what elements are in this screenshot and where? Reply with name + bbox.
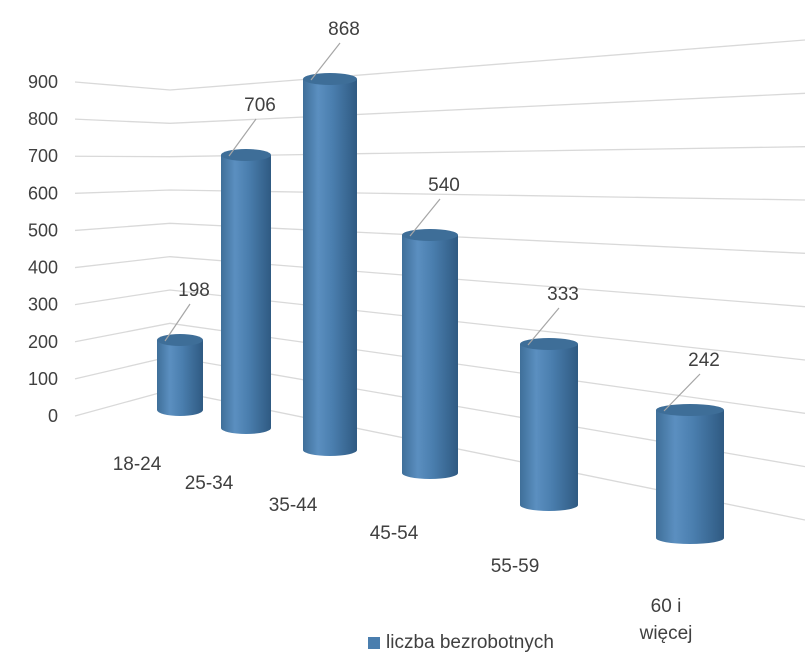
y-tick-label: 100 [28, 369, 58, 389]
x-category-label: 45-54 [370, 523, 419, 544]
data-label: 540 [428, 175, 460, 196]
x-category-label: 55-59 [491, 556, 540, 577]
bar-top [402, 229, 458, 241]
gridline [74, 39, 805, 91]
y-tick-label: 500 [28, 220, 58, 240]
y-axis-ticks: 0 100 200 300 400 500 600 700 800 900 [28, 72, 58, 426]
bar-body [402, 235, 458, 479]
bar: 333 [520, 284, 579, 511]
leader-line [527, 307, 560, 346]
legend-swatch [368, 637, 380, 649]
bar-top [221, 149, 271, 161]
bar-body [221, 155, 271, 434]
legend-label: liczba bezrobotnych [386, 632, 554, 653]
bar-top [656, 404, 724, 416]
y-tick-label: 0 [48, 406, 58, 426]
bar: 540 [402, 175, 460, 479]
y-tick-label: 300 [28, 295, 58, 315]
gridline [74, 146, 805, 158]
bar-top [303, 73, 357, 85]
gridline [74, 256, 805, 308]
bar-body [520, 344, 578, 511]
bar: 242 [656, 350, 724, 544]
leader-line [310, 42, 341, 81]
x-axis-categories: 18-24 25-34 35-44 45-54 55-59 60 i więcej [113, 454, 693, 644]
gridline [74, 222, 805, 254]
y-tick-label: 700 [28, 146, 58, 166]
x-category-label: 60 i więcej [639, 596, 693, 644]
gridline [74, 92, 805, 124]
bar: 198 [157, 280, 210, 416]
leader-line [228, 118, 257, 157]
leader-line [409, 198, 441, 237]
x-category-label: 25-34 [185, 473, 234, 494]
y-tick-label: 600 [28, 183, 58, 203]
x-category-label: 35-44 [269, 495, 318, 516]
data-label: 198 [178, 280, 210, 301]
x-category-label: 18-24 [113, 454, 162, 475]
leader-line [663, 373, 701, 412]
data-label: 333 [547, 284, 579, 305]
bar-top [157, 334, 203, 346]
gridline [74, 189, 805, 201]
gridline [74, 289, 805, 361]
gridlines [74, 39, 805, 521]
bars: 198 706 868 540 333 242 [157, 19, 724, 544]
bar-body [656, 410, 724, 544]
gridline [74, 322, 805, 414]
y-tick-label: 900 [28, 72, 58, 92]
bar-body [303, 79, 357, 456]
bar: 868 [303, 19, 360, 456]
legend: liczba bezrobotnych [368, 632, 554, 654]
data-label: 868 [328, 19, 360, 40]
bar-body [157, 340, 203, 416]
data-label: 706 [244, 95, 276, 116]
leader-line [164, 303, 191, 342]
bar: 706 [221, 95, 276, 434]
y-tick-label: 200 [28, 332, 58, 352]
y-tick-label: 400 [28, 258, 58, 278]
data-label: 242 [688, 350, 720, 371]
bar-top [520, 338, 578, 350]
y-tick-label: 800 [28, 109, 58, 129]
